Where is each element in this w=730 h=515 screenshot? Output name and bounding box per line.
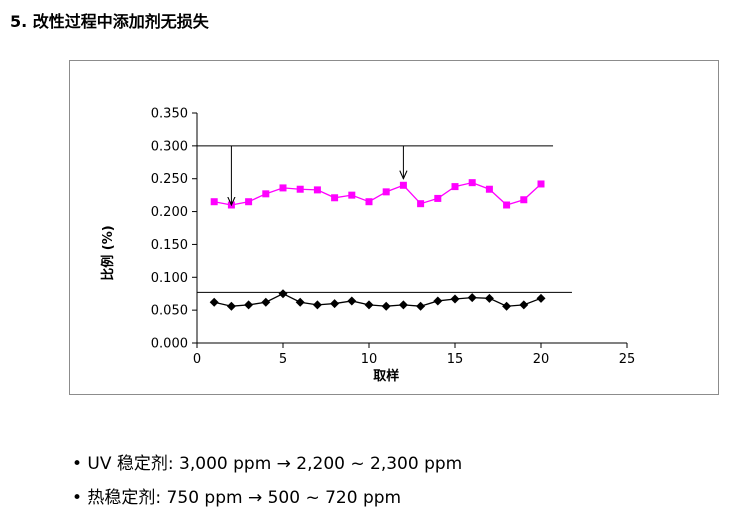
data-point-square xyxy=(262,190,270,198)
data-point-square xyxy=(399,181,407,189)
data-point-diamond xyxy=(261,297,271,307)
data-point-square xyxy=(382,188,390,196)
data-point-diamond xyxy=(519,300,529,310)
data-point-diamond xyxy=(347,296,357,306)
data-point-diamond xyxy=(398,300,408,310)
data-point-square xyxy=(210,198,218,206)
data-point-diamond xyxy=(484,293,494,303)
data-point-square xyxy=(451,183,459,191)
bullet-heat-stabilizer: • 热稳定剂: 750 ppm → 500 ~ 720 ppm xyxy=(72,488,402,508)
data-point-diamond xyxy=(295,297,305,307)
y-tick-label: 0.100 xyxy=(151,271,188,286)
data-point-diamond xyxy=(209,297,219,307)
data-point-diamond xyxy=(433,296,443,306)
y-tick-label: 0.150 xyxy=(151,238,188,253)
x-tick-label: 20 xyxy=(533,352,550,367)
data-point-diamond xyxy=(450,294,460,304)
data-point-square xyxy=(417,200,425,208)
data-point-diamond xyxy=(244,300,254,310)
data-point-square xyxy=(313,186,321,194)
x-tick-label: 0 xyxy=(193,352,201,367)
data-point-square xyxy=(520,196,528,204)
data-point-square xyxy=(503,201,511,209)
data-point-square xyxy=(331,194,339,202)
data-point-diamond xyxy=(226,301,236,311)
data-point-square xyxy=(365,198,373,206)
data-point-diamond xyxy=(416,301,426,311)
page-title: 5. 改性过程中添加剂无损失 xyxy=(10,12,209,31)
x-tick-label: 25 xyxy=(619,352,636,367)
y-tick-label: 0.200 xyxy=(151,205,188,220)
x-tick-label: 10 xyxy=(361,352,378,367)
data-point-square xyxy=(245,198,253,206)
data-point-diamond xyxy=(502,301,512,311)
chart-frame: 0.000 0.050 0.100 0.150 0.200 0.250 0.300 0.350… xyxy=(69,60,719,395)
line-chart: 0.000 0.050 0.100 0.150 0.200 0.250 0.300 0.350… xyxy=(100,107,636,385)
y-tick-label: 0.050 xyxy=(151,304,188,319)
data-point-square xyxy=(434,194,442,202)
data-point-diamond xyxy=(536,293,546,303)
y-tick-label: 0.300 xyxy=(151,139,188,154)
data-point-diamond xyxy=(278,289,288,299)
x-axis-title: 取样 xyxy=(373,368,399,384)
data-point-square xyxy=(296,185,304,193)
data-point-square xyxy=(279,184,287,192)
data-point-square xyxy=(537,180,545,188)
data-point-square xyxy=(468,179,476,187)
bullet-list: • UV 稳定剂: 3,000 ppm → 2,200 ~ 2,300 ppm … xyxy=(72,447,462,515)
y-tick-label: 0.000 xyxy=(151,337,188,352)
data-point-diamond xyxy=(330,299,340,309)
y-tick-label: 0.250 xyxy=(151,172,188,187)
data-point-diamond xyxy=(381,301,391,311)
y-tick-label: 0.350 xyxy=(151,107,188,122)
data-point-square xyxy=(485,185,493,193)
y-axis-title: 比例 (%) xyxy=(100,225,116,280)
data-point-diamond xyxy=(467,293,477,303)
bullet-uv-stabilizer: • UV 稳定剂: 3,000 ppm → 2,200 ~ 2,300 ppm xyxy=(72,454,463,474)
data-point-diamond xyxy=(312,300,322,310)
data-point-diamond xyxy=(364,300,374,310)
data-point-square xyxy=(348,191,356,199)
x-tick-label: 15 xyxy=(447,352,464,367)
x-tick-label: 5 xyxy=(279,352,287,367)
